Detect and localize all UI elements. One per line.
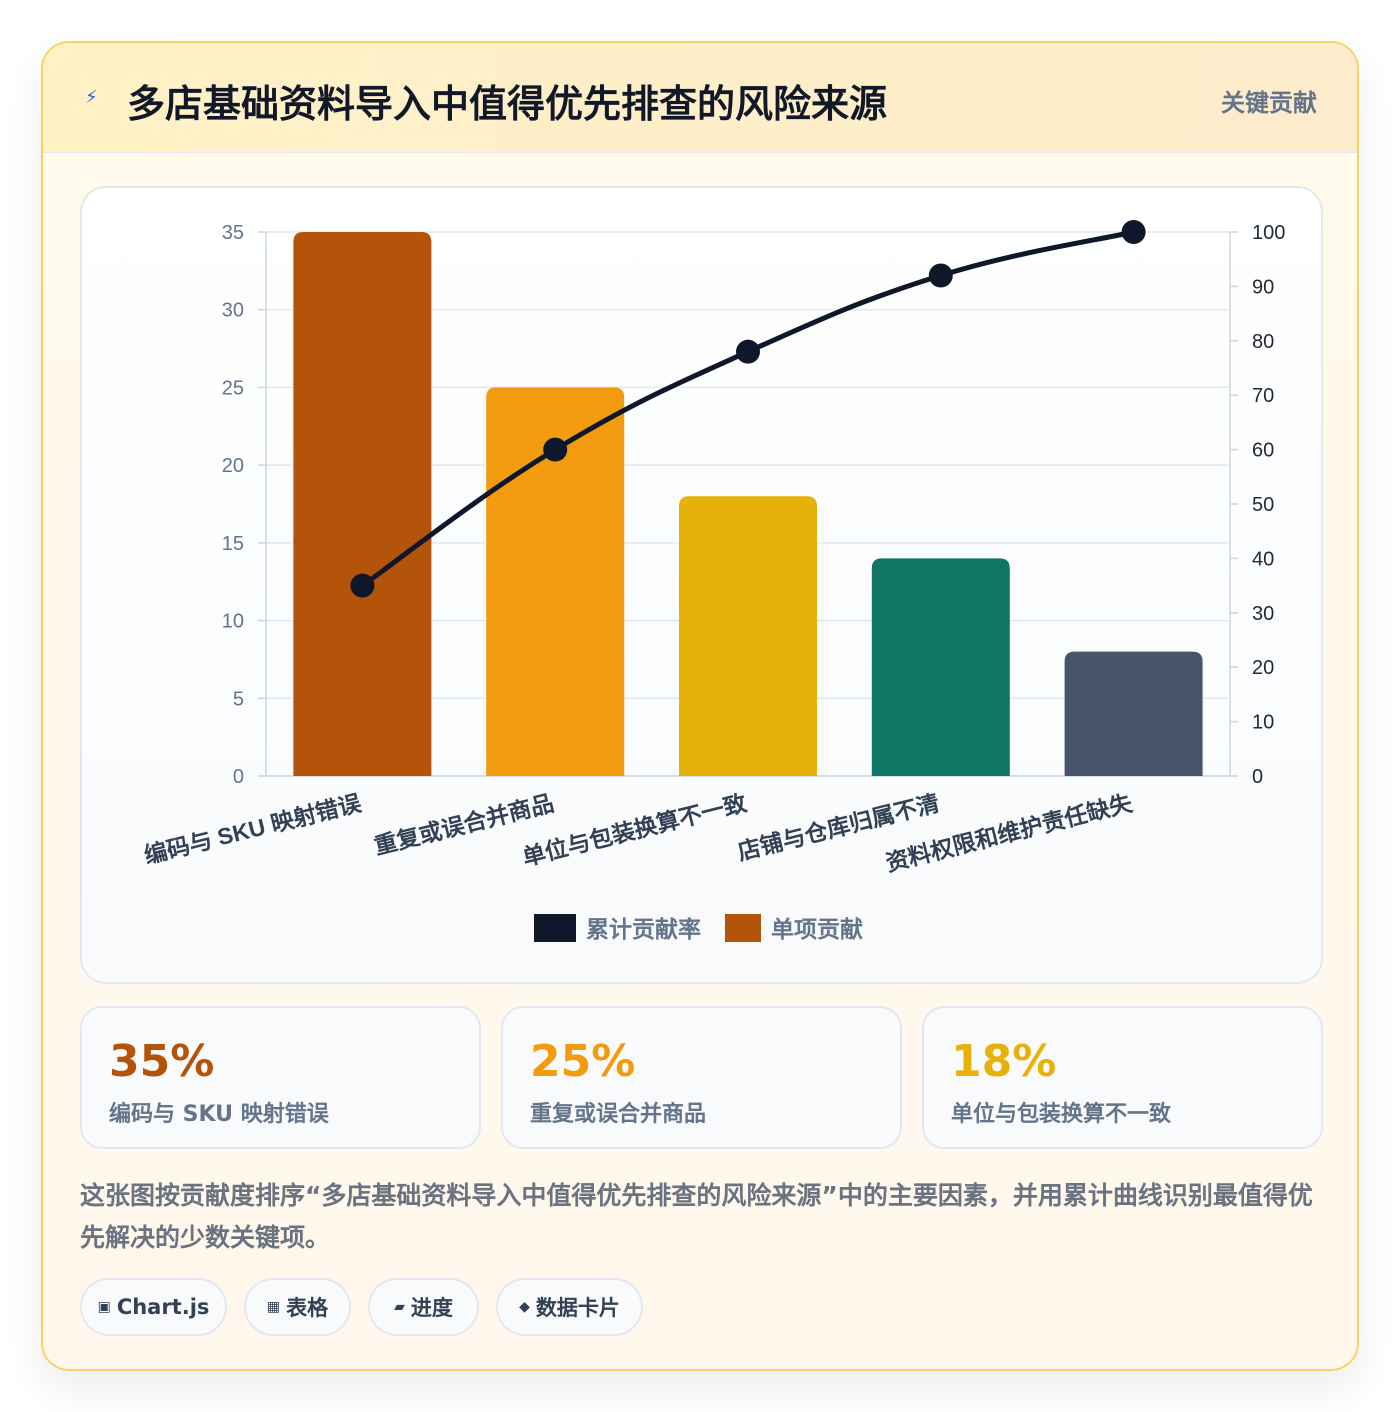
right-axis-tick-label: 30 xyxy=(1252,603,1274,625)
tag-label: Chart.js xyxy=(116,1295,210,1319)
tag-data-card[interactable]: ◆ 数据卡片 xyxy=(496,1278,643,1336)
tag-chartjs[interactable]: ▣ Chart.js xyxy=(80,1278,227,1336)
right-axis-tick-label: 10 xyxy=(1252,712,1274,734)
left-axis-tick-label: 30 xyxy=(222,300,244,322)
stat-label: 单位与包装换算不一致 xyxy=(951,1102,1172,1127)
legend-label-cumulative: 累计贡献率 xyxy=(586,916,701,942)
card-header: ⚡ 多店基础资料导入中值得优先排查的风险来源 关键贡献 xyxy=(43,43,1357,153)
tag-label: 数据卡片 xyxy=(535,1296,620,1320)
right-axis-tick-label: 50 xyxy=(1252,494,1274,516)
right-axis-tick-label: 40 xyxy=(1252,548,1274,570)
stat-value: 25% xyxy=(530,1036,636,1087)
right-axis-tick-label: 80 xyxy=(1252,331,1274,353)
tag-label: 表格 xyxy=(286,1296,329,1320)
chart-icon: ▣ xyxy=(97,1299,111,1315)
bar-1 xyxy=(293,232,432,776)
chart-panel: 0 5 10 15 20 25 30 35 0 10 20 30 40 50 60 70 80 90 100 编码与 … xyxy=(80,186,1323,984)
stat-label: 重复或误合并商品 xyxy=(530,1102,707,1127)
left-axis-tick-label: 25 xyxy=(222,377,244,399)
stat-value: 35% xyxy=(109,1036,215,1087)
stat-card-1: 35% 编码与 SKU 映射错误 xyxy=(80,1006,481,1149)
progress-icon: ▰ xyxy=(394,1299,405,1315)
tag-label: 进度 xyxy=(410,1296,453,1320)
bar-3 xyxy=(679,496,817,776)
cumulative-point-3 xyxy=(736,339,760,364)
cumulative-point-2 xyxy=(543,437,568,462)
right-axis-tick-label: 100 xyxy=(1252,222,1285,244)
table-icon: ▦ xyxy=(266,1299,281,1315)
left-axis-tick-label: 20 xyxy=(222,455,244,477)
tag-progress[interactable]: ▰ 进度 xyxy=(368,1278,479,1336)
legend-swatch-single xyxy=(725,914,761,942)
stat-card-3: 18% 单位与包装换算不一致 xyxy=(922,1006,1323,1149)
right-axis-tick-label: 70 xyxy=(1252,385,1274,407)
bar-4 xyxy=(871,558,1010,776)
right-axis-tick-label: 20 xyxy=(1252,657,1274,679)
right-axis-tick-label: 0 xyxy=(1252,766,1263,788)
bar-2 xyxy=(486,387,625,776)
bar-5 xyxy=(1064,651,1203,776)
x-axis-category-label: 单位与包装换算不一致 xyxy=(520,789,750,870)
card-title: 多店基础资料导入中值得优先排查的风险来源 xyxy=(127,82,888,126)
header-badge: 关键贡献 xyxy=(1221,89,1317,117)
left-axis-tick-label: 10 xyxy=(222,611,244,633)
left-axis-tick-label: 5 xyxy=(233,688,244,710)
stat-card-2: 25% 重复或误合并商品 xyxy=(501,1006,902,1149)
pareto-chart: 0 5 10 15 20 25 30 35 0 10 20 30 40 50 60 70 80 90 100 编码与 … xyxy=(142,220,1285,942)
stat-label: 编码与 SKU 映射错误 xyxy=(109,1102,329,1127)
cumulative-point-1 xyxy=(350,573,375,598)
tag-table[interactable]: ▦ 表格 xyxy=(244,1278,351,1336)
x-axis-category-label: 编码与 SKU 映射错误 xyxy=(142,789,365,868)
right-axis-tick-label: 90 xyxy=(1252,276,1274,298)
legend-swatch-cumulative xyxy=(534,914,576,942)
cumulative-point-5 xyxy=(1121,220,1146,244)
data-card-icon: ◆ xyxy=(519,1299,530,1315)
chart-description: 这张图按贡献度排序“多店基础资料导入中值得优先排查的风险来源”中的主要因素，并用… xyxy=(80,1181,1313,1252)
right-axis-tick-label: 60 xyxy=(1252,440,1274,462)
cumulative-point-4 xyxy=(928,263,953,288)
left-axis-tick-label: 0 xyxy=(233,766,244,788)
lightning-icon: ⚡ xyxy=(85,87,98,108)
chart-card: ⚡ 多店基础资料导入中值得优先排查的风险来源 关键贡献 0 5 10 15 20 25 30… xyxy=(41,41,1359,1371)
left-axis-tick-label: 15 xyxy=(222,533,244,555)
left-axis-tick-label: 35 xyxy=(222,222,244,244)
legend-label-single: 单项贡献 xyxy=(771,916,863,942)
stat-value: 18% xyxy=(951,1036,1057,1087)
